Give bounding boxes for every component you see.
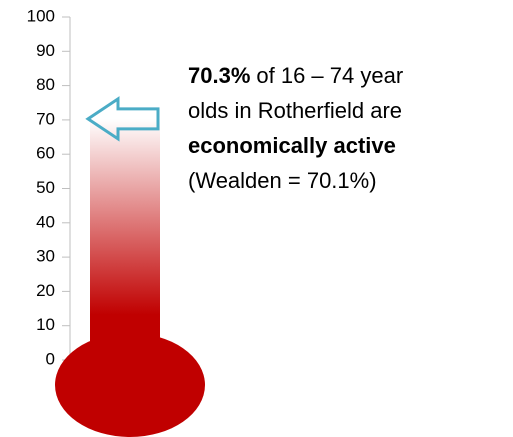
y-tick-label: 70 [36,109,55,128]
value-label: 70.3% [188,63,250,88]
y-tick-label: 60 [36,144,55,163]
annotation-line: olds in Rotherfield are [188,98,402,123]
y-tick-label: 10 [36,315,55,334]
y-tick-label: 80 [36,75,55,94]
annotation-line: (Wealden = 70.1%) [188,168,377,193]
y-tick-label: 90 [36,41,55,60]
pointer-arrow [85,96,160,142]
y-tick-label: 30 [36,247,55,266]
y-tick-label: 40 [36,212,55,231]
plot: 0 10 20 30 40 50 60 70 80 90 100 [27,6,205,437]
annotation-text: of 16 – 74 year [256,63,403,88]
y-tick-label: 100 [27,6,55,25]
annotation-line: economically active [188,133,396,158]
y-tick-label: 0 [46,349,55,368]
y-tick-label: 20 [36,281,55,300]
thermometer-bulb [55,333,205,437]
y-tick-label: 50 [36,178,55,197]
annotation-line: 70.3% of 16 – 74 year [188,63,403,88]
